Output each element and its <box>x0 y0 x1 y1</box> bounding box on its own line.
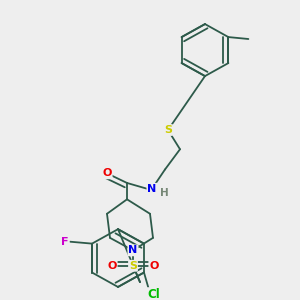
Text: S: S <box>129 261 137 271</box>
Text: H: H <box>160 188 168 198</box>
Text: S: S <box>164 125 172 135</box>
Text: Cl: Cl <box>148 288 160 300</box>
Text: N: N <box>147 184 157 194</box>
Text: F: F <box>61 237 69 247</box>
Text: N: N <box>128 245 138 255</box>
Text: O: O <box>102 168 112 178</box>
Text: O: O <box>149 261 159 271</box>
Text: O: O <box>107 261 117 271</box>
